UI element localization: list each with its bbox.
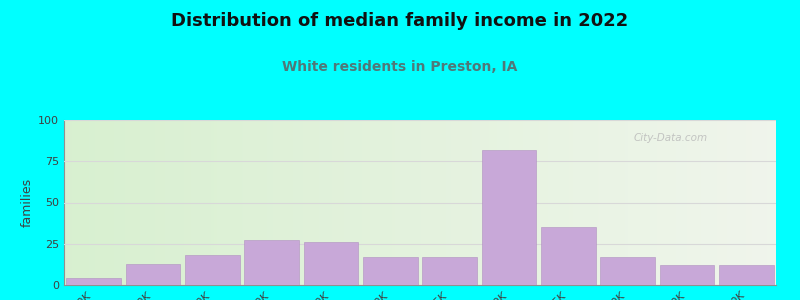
Bar <box>541 227 596 285</box>
Text: Distribution of median family income in 2022: Distribution of median family income in … <box>171 12 629 30</box>
Bar <box>482 150 536 285</box>
Bar <box>422 257 477 285</box>
Bar <box>363 257 418 285</box>
Bar <box>244 241 299 285</box>
Bar <box>660 265 714 285</box>
Y-axis label: families: families <box>21 178 34 227</box>
Bar <box>126 263 180 285</box>
Bar <box>66 278 121 285</box>
Bar <box>600 257 655 285</box>
Bar <box>719 265 774 285</box>
Bar <box>304 242 358 285</box>
Bar <box>185 255 240 285</box>
Text: City-Data.com: City-Data.com <box>634 133 708 143</box>
Text: White residents in Preston, IA: White residents in Preston, IA <box>282 60 518 74</box>
